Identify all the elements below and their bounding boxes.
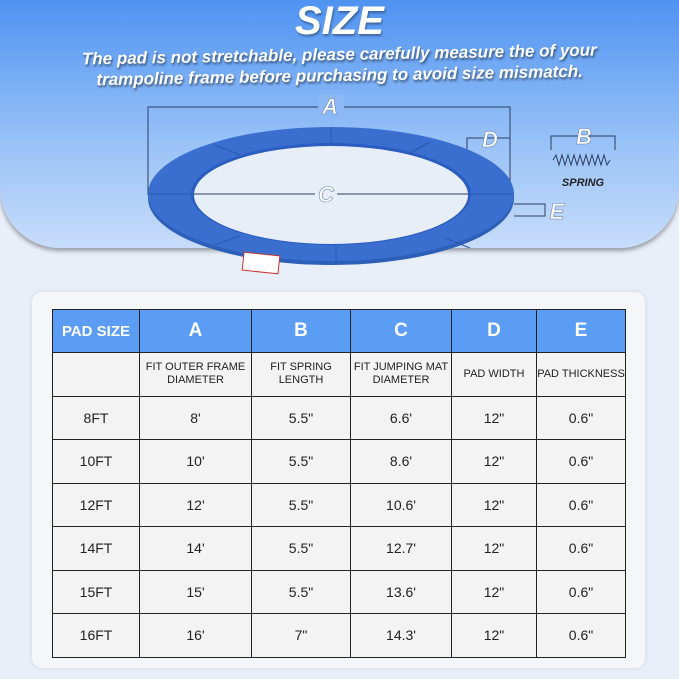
table-header-row: PAD SIZE A B C D E: [52, 309, 626, 353]
table-cell: 12": [451, 613, 537, 658]
table-cell: 5.5": [251, 395, 351, 440]
table-cell: 10FT: [52, 439, 140, 484]
table-cell: 12': [139, 482, 252, 527]
table-cell: 12": [451, 395, 537, 440]
table-cell: 5.5": [251, 569, 351, 614]
table-cell: 16FT: [52, 613, 140, 658]
pad-diagram: A D B C E SPRING: [147, 94, 616, 275]
table-cell: 10.6': [350, 482, 452, 527]
table-cell: 8FT: [52, 395, 140, 440]
table-cell: 15FT: [52, 569, 140, 614]
label-b: B: [576, 124, 592, 149]
table-cell: C: [350, 309, 452, 353]
table-cell: PAD SIZE: [52, 309, 140, 353]
table-cell: 16': [139, 613, 252, 658]
page-title: SIZE: [295, 0, 384, 43]
table-row: 14FT 14' 5.5" 12.7' 12" 0.6": [52, 526, 626, 571]
label-a: A: [321, 94, 338, 119]
size-table: PAD SIZE A B C D E FIT OUTER FRAME DIAMETER FIT…: [52, 309, 626, 658]
table-cell: 5.5": [251, 439, 351, 484]
table-cell: B: [251, 309, 351, 353]
table-cell: E: [536, 309, 626, 353]
table-cell: FIT JUMPING MAT DIAMETER: [350, 352, 452, 397]
table-row: 10FT 10' 5.5" 8.6' 12" 0.6": [52, 439, 626, 484]
table-row: 8FT 8' 5.5" 6.6' 12" 0.6": [52, 395, 626, 440]
table-cell: 5.5": [251, 526, 351, 571]
table-cell: 12FT: [52, 482, 140, 527]
table-cell: 13.6': [350, 569, 452, 614]
table-cell: 12": [451, 569, 537, 614]
table-cell: 0.6": [536, 482, 626, 527]
table-cell: [52, 352, 140, 397]
table-cell: 8': [139, 395, 252, 440]
table-cell: 5.5": [251, 482, 351, 527]
table-cell: 0.6": [536, 526, 626, 571]
table-cell: PAD WIDTH: [451, 352, 537, 397]
table-row: 15FT 15' 5.5" 13.6' 12" 0.6": [52, 569, 626, 614]
table-description-row: FIT OUTER FRAME DIAMETER FIT SPRING LENGT…: [52, 352, 626, 397]
table-row: 16FT 16' 7" 14.3' 12" 0.6": [52, 613, 626, 658]
table-cell: PAD THICKNESS: [536, 352, 626, 397]
label-c: C: [318, 182, 335, 207]
table-cell: FIT SPRING LENGTH: [251, 352, 351, 397]
table-cell: 14': [139, 526, 252, 571]
label-tag: [241, 251, 281, 275]
table-cell: 14FT: [52, 526, 140, 571]
label-e: E: [550, 199, 566, 224]
table-cell: 6.6': [350, 395, 452, 440]
table-cell: 8.6': [350, 439, 452, 484]
table-cell: 15': [139, 569, 252, 614]
table-cell: 7": [251, 613, 351, 658]
table-cell: 14.3': [350, 613, 452, 658]
table-cell: 0.6": [536, 395, 626, 440]
table-cell: 10': [139, 439, 252, 484]
table-cell: 12": [451, 482, 537, 527]
table-cell: 12": [451, 526, 537, 571]
table-cell: 12.7': [350, 526, 452, 571]
table-cell: A: [139, 309, 252, 353]
spring-label: SPRING: [562, 177, 605, 189]
table-cell: 0.6": [536, 439, 626, 484]
spring-icon: [552, 153, 611, 167]
table-cell: 12": [451, 439, 537, 484]
table-cell: FIT OUTER FRAME DIAMETER: [139, 352, 252, 397]
table-cell: 0.6": [536, 569, 626, 614]
table-row: 12FT 12' 5.5" 10.6' 12" 0.6": [52, 482, 626, 527]
table-cell: D: [451, 309, 537, 353]
table-cell: 0.6": [536, 613, 626, 658]
label-d: D: [482, 127, 498, 152]
